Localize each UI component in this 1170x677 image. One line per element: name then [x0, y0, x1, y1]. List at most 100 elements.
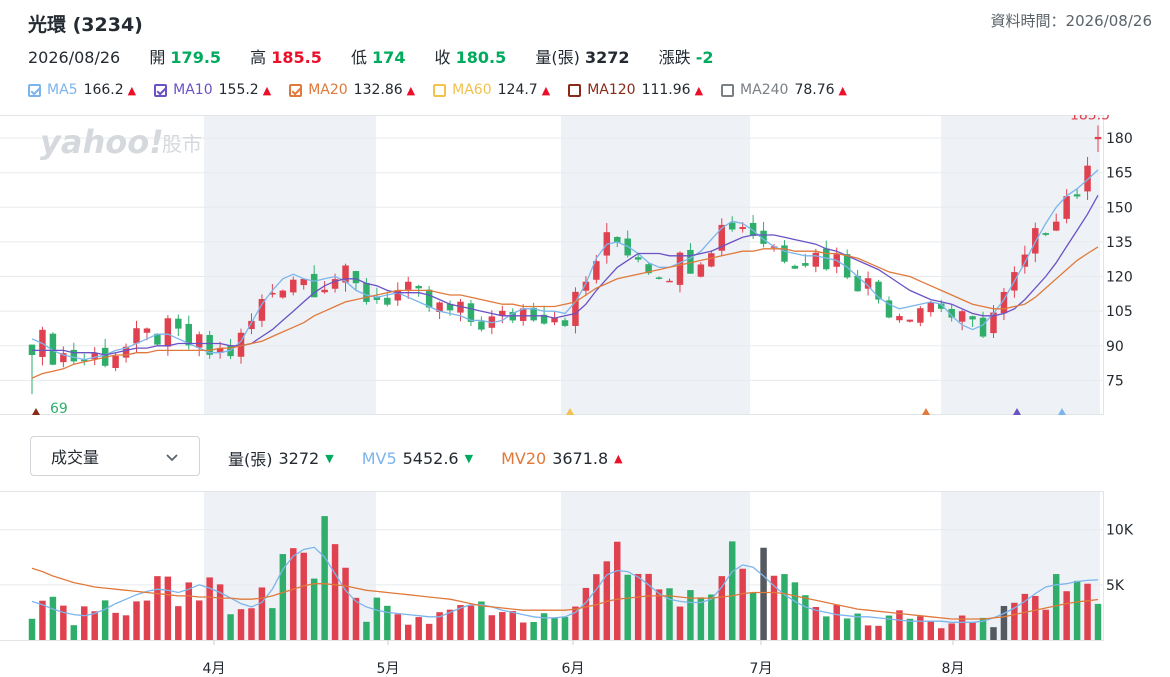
volume-bar	[739, 568, 746, 640]
price-chart[interactable]: 75 90 105 120 135 150 165 180 yahoo!股市 185.5 69	[0, 115, 1170, 415]
month-shade	[941, 115, 1100, 415]
volume-chart[interactable]: 5K 10K 4月 5月 6月 7月 8月	[0, 487, 1170, 677]
candle-body	[927, 302, 935, 313]
chevron-down-icon	[165, 449, 179, 468]
candle-body	[300, 278, 307, 286]
ma-name: MA120	[587, 82, 636, 98]
candle-body	[990, 312, 997, 334]
candle-body	[363, 282, 370, 302]
volume-bar	[875, 625, 882, 640]
volume-bar	[290, 548, 297, 640]
candle-body	[854, 275, 861, 292]
candle-body	[342, 265, 349, 283]
checkbox-icon[interactable]	[433, 83, 447, 97]
ma5-toggle[interactable]: MA5 166.2 ▲	[28, 82, 136, 98]
candle-body	[290, 279, 297, 293]
candle-body	[1021, 254, 1029, 267]
volume-bar	[70, 625, 78, 640]
volume-bar	[666, 588, 673, 640]
ma-line-ma5	[31, 169, 1099, 361]
volume-bar	[896, 610, 903, 640]
volume-bar	[60, 605, 67, 640]
volume-bar	[823, 616, 830, 640]
month-shade	[941, 491, 1100, 640]
volume-bar	[864, 625, 872, 640]
volume-bar	[101, 600, 109, 640]
month-shade	[561, 115, 750, 415]
volume-bar	[415, 617, 422, 640]
candle-body	[718, 224, 726, 251]
arrow-up-icon: ▲	[838, 83, 847, 97]
volume-bar	[331, 544, 339, 640]
mv20-item: MV20 3671.8 ▲	[501, 449, 629, 468]
y-tick-label: 75	[1106, 373, 1124, 389]
volume-bar	[122, 615, 130, 640]
ma60-toggle[interactable]: MA60 124.7 ▲	[433, 82, 550, 98]
volume-bar	[854, 613, 861, 640]
candle-body	[582, 281, 590, 291]
volume-bar	[373, 597, 381, 640]
candle-body	[645, 264, 652, 274]
vol-background	[0, 487, 1104, 640]
low-label: 低	[350, 48, 367, 67]
y-tick-label: 180	[1106, 131, 1133, 147]
volume-bar	[143, 600, 151, 640]
marker-icon	[32, 408, 40, 415]
arrow-up-icon: ▲	[541, 83, 551, 97]
month-shade	[204, 115, 376, 415]
change-label: 漲跌	[658, 48, 691, 67]
ma120-toggle[interactable]: MA120 111.96 ▲	[568, 82, 703, 98]
low-value: 174	[372, 48, 406, 67]
open-label: 開	[149, 48, 166, 67]
candle-body	[593, 261, 600, 280]
volume-bar	[488, 615, 496, 640]
checkbox-icon[interactable]	[568, 83, 582, 97]
candle-body	[310, 273, 318, 298]
ma10-toggle[interactable]: MA10 155.2 ▲	[154, 82, 271, 98]
arrow-down-icon: ▼	[464, 451, 474, 465]
candle-body	[519, 308, 527, 321]
volume-bar	[728, 541, 736, 640]
candle-body	[791, 265, 799, 269]
ma-value: 78.76	[794, 82, 835, 98]
candle-body	[143, 328, 151, 333]
x-tick-label: 7月	[750, 661, 773, 677]
y-tick-label: 105	[1106, 304, 1133, 320]
candle-body	[739, 227, 746, 230]
volume-bar	[237, 609, 245, 640]
volume-bar	[352, 597, 360, 640]
volume-bar	[572, 606, 579, 640]
volume-bar	[321, 516, 328, 640]
arrow-up-icon: ▲	[406, 83, 416, 97]
volume-bar	[634, 573, 642, 640]
volume-bar	[802, 595, 809, 640]
volume-bar	[1052, 574, 1060, 640]
candle-body	[436, 302, 443, 312]
candle-body	[478, 321, 485, 330]
candle-body	[269, 292, 276, 295]
stock-title: 光環 (3234)	[28, 14, 143, 36]
volume-bar	[979, 617, 987, 640]
volume-bar	[81, 606, 88, 640]
arrow-up-icon: ▲	[127, 83, 137, 97]
candle-body	[979, 317, 987, 337]
volume-bar	[582, 587, 590, 640]
ma-value: 166.2	[83, 82, 124, 98]
checkbox-icon[interactable]	[28, 83, 41, 97]
high-value: 185.5	[271, 48, 322, 67]
checkbox-icon[interactable]	[154, 83, 168, 97]
checkbox-icon[interactable]	[721, 83, 735, 97]
mv-line-mv20	[31, 567, 1099, 620]
candle-body	[749, 222, 757, 236]
ma-name: MA60	[452, 82, 492, 98]
candle-body	[279, 290, 287, 298]
candle-body	[394, 290, 402, 301]
ma20-toggle[interactable]: MA20 132.86 ▲	[289, 82, 415, 98]
candle-body	[467, 303, 475, 322]
ma240-toggle[interactable]: MA240 78.76 ▲	[721, 82, 847, 98]
candle-body	[206, 334, 213, 355]
checkbox-icon[interactable]	[289, 83, 303, 97]
indicator-dropdown[interactable]: 成交量	[30, 436, 200, 476]
volume-bar	[540, 613, 548, 640]
candle-body	[812, 252, 820, 267]
